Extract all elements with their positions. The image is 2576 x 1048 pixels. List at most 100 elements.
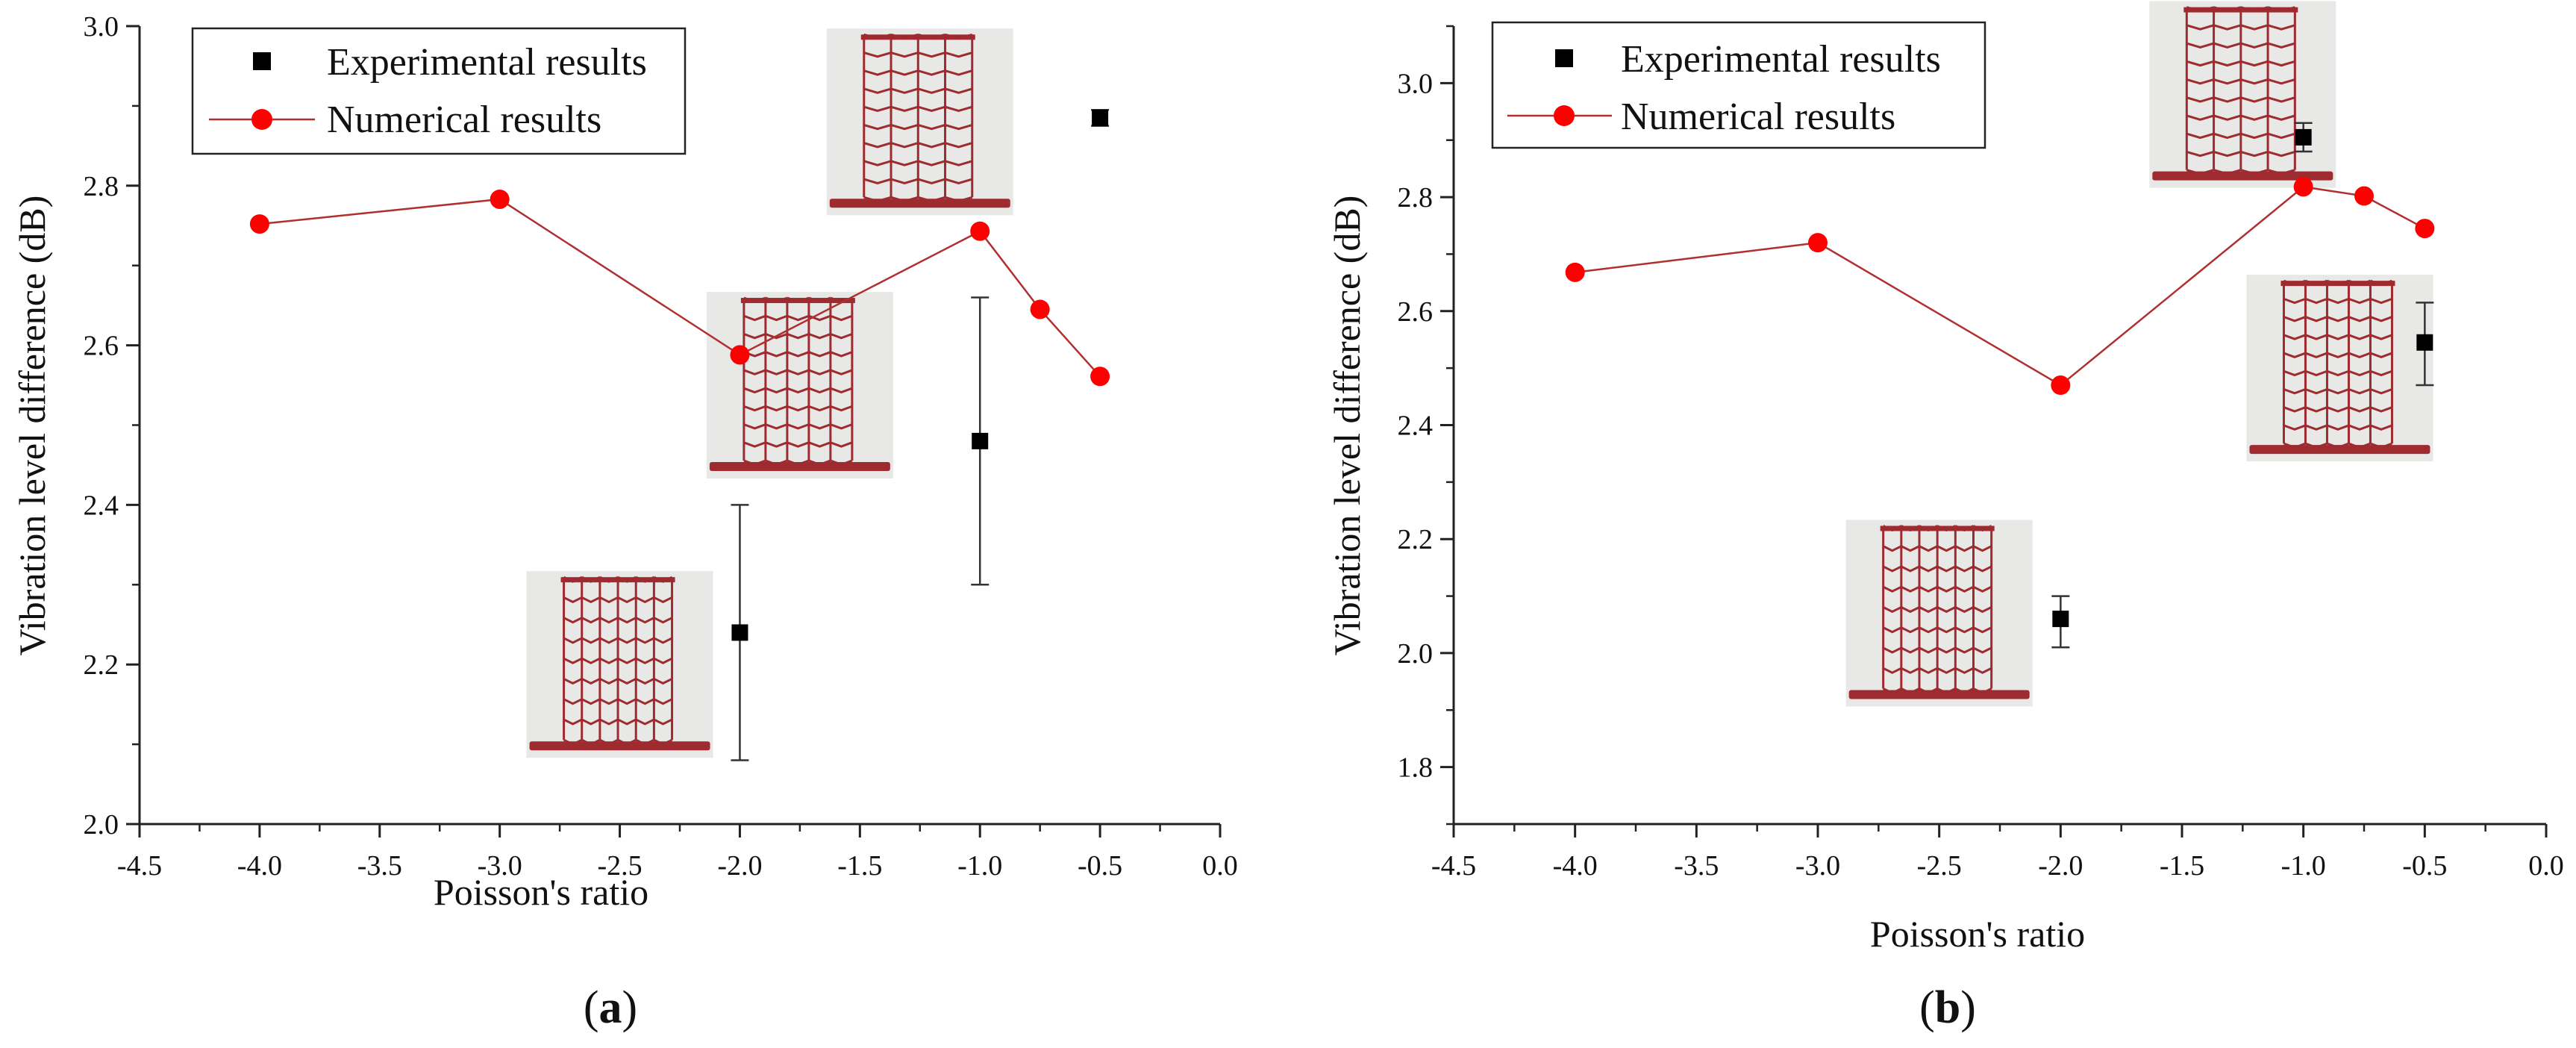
x-tick-label: -4.0: [237, 850, 282, 882]
lattice-reentrant-row: [2283, 316, 2392, 322]
axes-a: -4.5 -4.0 -3.5 -3.0 -2.5 -2.0 -1.5 -1.0 -0.5 0.0 …: [84, 11, 1238, 882]
lattice-reentrant-row: [1883, 687, 1992, 695]
x-axis-title: Poisson's ratio: [434, 871, 648, 913]
experimental-point: [972, 432, 989, 449]
x-tick-label: -1.0: [2281, 850, 2326, 882]
y-tick-labels: 2.0 2.2 2.4 2.6 2.8 3.0: [84, 11, 119, 840]
tick-marks: [126, 25, 1222, 838]
chart-panel-a: -4.5 -4.0 -3.5 -3.0 -2.5 -2.0 -1.5 -1.0 -0.5 0.0 …: [11, 11, 1238, 1033]
lattice-reentrant-row: [743, 459, 853, 466]
legend-b: Experimental results Numerical results: [1491, 21, 1986, 149]
lattice-reentrant-row: [2283, 388, 2392, 395]
specimen-lattice: [743, 296, 854, 466]
tick-marks: [1440, 25, 2548, 838]
y-tick-label: 3.0: [84, 11, 119, 43]
lattice-reentrant-row: [863, 196, 973, 203]
legend-label-experimental: Experimental results: [327, 41, 647, 84]
lattice-reentrant-row: [563, 637, 673, 644]
lattice-reentrant-row: [2283, 442, 2392, 449]
specimen-top-bar: [2280, 281, 2395, 287]
lattice-reentrant-row: [2186, 96, 2295, 103]
lattice-reentrant-row: [1883, 606, 1992, 614]
lattice-reentrant-row: [2283, 352, 2392, 358]
specimen-lattice: [563, 576, 674, 746]
y-tick-label: 1.8: [1398, 752, 1434, 784]
lattice-reentrant-row: [563, 596, 673, 604]
lattice-reentrant-row: [563, 698, 673, 705]
x-tick-label: -3.0: [478, 850, 522, 882]
y-tick-label: 2.2: [1398, 524, 1434, 555]
lattice-reentrant-row: [2186, 78, 2295, 85]
lattice-reentrant-row: [863, 87, 973, 94]
y-tick-label: 3.0: [1398, 68, 1434, 99]
photo-background: [2149, 1, 2336, 188]
numerical-point: [1565, 262, 1585, 282]
y-tick-label: 2.6: [1398, 296, 1434, 328]
specimen-photo: [2149, 1, 2336, 188]
specimen-top-bar: [740, 298, 855, 304]
legend-a: Experimental results Numerical results: [191, 27, 687, 155]
x-tick-label: -0.5: [1078, 850, 1122, 882]
numerical-point: [490, 189, 510, 209]
x-tick-label: -1.0: [957, 850, 1002, 882]
lattice-reentrant-row: [743, 369, 853, 375]
lattice-reentrant-row: [2186, 169, 2295, 175]
lattice-reentrant-row: [2186, 42, 2295, 49]
specimen-photo: [706, 292, 893, 479]
chart-panel-b: -4.5 -4.0 -3.5 -3.0 -2.5 -2.0 -1.5 -1.0 -0.5 0.0 …: [1326, 1, 2564, 1033]
photo-background: [2246, 275, 2433, 462]
specimen-photo: [526, 571, 713, 758]
specimen-lattice: [2185, 6, 2296, 175]
panel-label-a: (a): [584, 982, 637, 1033]
specimen-lattice: [1882, 525, 1993, 695]
y-tick-label: 2.2: [84, 649, 119, 681]
x-tick-label: -4.0: [1553, 850, 1598, 882]
lattice-reentrant-row: [563, 617, 673, 624]
photo-background: [1845, 520, 2033, 707]
x-tick-label: -3.5: [357, 850, 402, 882]
x-tick-label: -2.5: [597, 850, 642, 882]
y-tick-label: 2.4: [84, 490, 119, 521]
legend-marker-numerical: [1554, 105, 1575, 126]
lattice-reentrant-row: [2186, 6, 2295, 13]
legend-frame: [191, 27, 687, 155]
specimen-lattice: [863, 33, 974, 203]
specimen-lattice: [2282, 279, 2393, 449]
x-tick-label: -2.0: [2038, 850, 2083, 882]
series-a: [249, 108, 1110, 761]
lattice-reentrant-row: [743, 387, 853, 394]
lattice-reentrant-row: [563, 576, 673, 583]
x-tick-label: -2.0: [717, 850, 762, 882]
lattice-reentrant-row: [1883, 646, 1992, 654]
y-tick-label: 2.6: [84, 331, 119, 362]
numerical-point: [1808, 233, 1828, 253]
numerical-point: [1090, 367, 1110, 387]
legend-label-numerical: Numerical results: [1621, 96, 1895, 138]
legend-marker-experimental: [1555, 49, 1573, 67]
x-tick-labels: -4.5 -4.0 -3.5 -3.0 -2.5 -2.0 -1.5 -1.0 -0.5 0.0: [117, 850, 1238, 882]
lattice-reentrant-row: [2283, 406, 2392, 413]
lattice-reentrant-row: [743, 405, 853, 412]
lattice-reentrant-row: [1883, 565, 1992, 573]
specimen-photo: [1845, 520, 2033, 707]
panel-label-b: (b): [1919, 982, 1976, 1033]
x-tick-label: -1.5: [2160, 850, 2204, 882]
lattice-reentrant-row: [743, 351, 853, 358]
lattice-reentrant-row: [743, 314, 853, 322]
lattice-reentrant-row: [863, 178, 973, 184]
x-axis-title: Poisson's ratio: [1870, 913, 2085, 955]
lattice-reentrant-row: [743, 441, 853, 448]
lattice-reentrant-row: [563, 657, 673, 664]
numerical-point: [730, 345, 750, 365]
lattice-reentrant-row: [2283, 424, 2392, 431]
numerical-point: [2293, 177, 2313, 197]
lattice-reentrant-row: [1883, 545, 1992, 552]
x-tick-label: -2.5: [1917, 850, 1962, 882]
lattice-reentrant-row: [563, 678, 673, 685]
y-axis-title: Vibration level difference (dB): [11, 196, 53, 656]
lattice-reentrant-row: [863, 105, 973, 113]
specimen-photos-a: [526, 28, 1013, 758]
lattice-reentrant-row: [863, 142, 973, 149]
photo-background: [526, 571, 713, 758]
